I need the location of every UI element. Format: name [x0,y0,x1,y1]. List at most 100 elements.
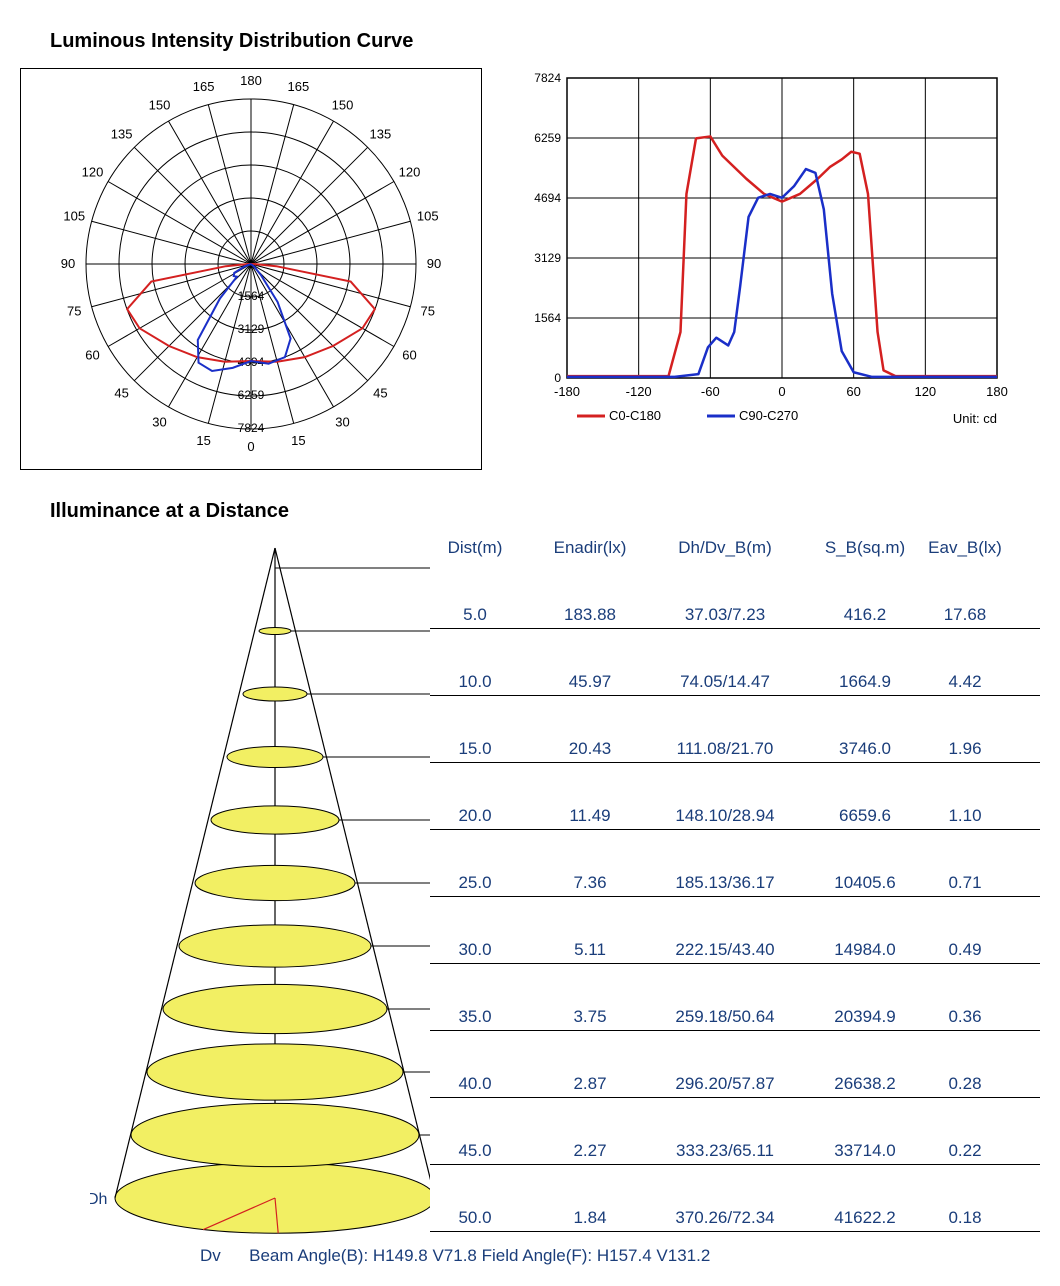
title-luminous: Luminous Intensity Distribution Curve [50,30,1040,53]
svg-text:90: 90 [427,256,441,271]
svg-text:60: 60 [85,348,99,363]
hdr-dist: Dist(m) [430,538,540,558]
illum-footer: Dv Beam Angle(B): H149.8 V71.8 Field Ang… [200,1246,1040,1266]
cell-dhdv: 296.20/57.87 [640,1074,810,1094]
svg-text:6259: 6259 [534,131,561,145]
cell-eav: 4.42 [920,672,1010,692]
svg-text:120: 120 [399,165,421,180]
polar-chart: 0151530304545606075759090105105120120135… [20,68,482,470]
illum-row: 35.03.75259.18/50.6420394.90.36 [430,964,1040,1031]
cell-dhdv: 148.10/28.94 [640,806,810,826]
svg-text:75: 75 [421,303,435,318]
title-illuminance: Illuminance at a Distance [50,500,1040,523]
svg-text:0: 0 [554,371,561,385]
cell-enadir: 11.49 [540,806,640,826]
svg-text:75: 75 [67,303,81,318]
cell-eav: 0.22 [920,1141,1010,1161]
cell-dist: 20.0 [430,806,540,826]
cell-sb: 3746.0 [810,739,920,759]
cell-sb: 10405.6 [810,873,920,893]
cell-dist: 15.0 [430,739,540,759]
svg-text:180: 180 [240,73,262,88]
cell-enadir: 5.11 [540,940,640,960]
svg-text:150: 150 [332,98,354,113]
cell-enadir: 45.97 [540,672,640,692]
cell-eav: 1.96 [920,739,1010,759]
svg-text:165: 165 [193,79,215,94]
svg-text:30: 30 [335,414,349,429]
cell-sb: 14984.0 [810,940,920,960]
cell-enadir: 2.27 [540,1141,640,1161]
svg-text:0: 0 [247,439,254,454]
svg-text:7824: 7824 [534,71,561,85]
cell-eav: 17.68 [920,605,1010,625]
illum-header: Dist(m) Enadir(lx) Dh/Dv_B(m) S_B(sq.m) … [430,538,1040,562]
cell-enadir: 3.75 [540,1007,640,1027]
cell-sb: 1664.9 [810,672,920,692]
beam-angle-text: Beam Angle(B): H149.8 V71.8 Field Angle(… [249,1246,710,1265]
svg-text:15: 15 [291,433,305,448]
svg-text:105: 105 [417,209,439,224]
svg-text:-180: -180 [554,384,580,399]
illum-row: 40.02.87296.20/57.8726638.20.28 [430,1031,1040,1098]
cell-eav: 0.36 [920,1007,1010,1027]
cell-dhdv: 259.18/50.64 [640,1007,810,1027]
cell-dhdv: 222.15/43.40 [640,940,810,960]
hdr-eav: Eav_B(lx) [920,538,1010,558]
svg-text:60: 60 [846,384,860,399]
svg-text:1564: 1564 [238,289,265,303]
svg-text:Dh: Dh [90,1191,107,1208]
cell-sb: 416.2 [810,605,920,625]
cell-sb: 20394.9 [810,1007,920,1027]
cell-dhdv: 111.08/21.70 [640,739,810,759]
svg-text:120: 120 [914,384,936,399]
svg-text:3129: 3129 [534,251,561,265]
cell-sb: 26638.2 [810,1074,920,1094]
illuminance-block: Dh Dist(m) Enadir(lx) Dh/Dv_B(m) S_B(sq.… [90,538,1040,1238]
cell-eav: 1.10 [920,806,1010,826]
cell-sb: 33714.0 [810,1141,920,1161]
illum-row: 5.0183.8837.03/7.23416.217.68 [430,562,1040,629]
cell-dhdv: 185.13/36.17 [640,873,810,893]
dv-label: Dv [200,1246,221,1265]
svg-text:-120: -120 [626,384,652,399]
cell-eav: 0.71 [920,873,1010,893]
cell-enadir: 1.84 [540,1208,640,1228]
svg-text:4694: 4694 [534,191,561,205]
svg-text:C90-C270: C90-C270 [739,408,798,423]
illum-row: 50.01.84370.26/72.3441622.20.18 [430,1165,1040,1232]
svg-text:-60: -60 [701,384,720,399]
svg-text:45: 45 [373,385,387,400]
cell-dist: 25.0 [430,873,540,893]
svg-text:1564: 1564 [534,311,561,325]
svg-text:120: 120 [82,165,104,180]
svg-text:6259: 6259 [238,388,265,402]
cell-dist: 5.0 [430,605,540,625]
illum-row: 30.05.11222.15/43.4014984.00.49 [430,897,1040,964]
charts-row: 0151530304545606075759090105105120120135… [20,68,1040,470]
cell-dist: 35.0 [430,1007,540,1027]
cell-eav: 0.18 [920,1208,1010,1228]
cell-dhdv: 37.03/7.23 [640,605,810,625]
svg-text:165: 165 [288,79,310,94]
cartesian-chart: -180-120-6006012018001564312946946259782… [512,68,1012,438]
cell-dhdv: 370.26/72.34 [640,1208,810,1228]
cell-sb: 41622.2 [810,1208,920,1228]
svg-text:45: 45 [114,385,128,400]
cell-enadir: 20.43 [540,739,640,759]
svg-text:90: 90 [61,256,75,271]
illum-row: 15.020.43111.08/21.703746.01.96 [430,696,1040,763]
cell-eav: 0.49 [920,940,1010,960]
cell-dist: 30.0 [430,940,540,960]
svg-text:Unit: cd: Unit: cd [953,411,997,426]
svg-text:15: 15 [196,433,210,448]
hdr-sb: S_B(sq.m) [810,538,920,558]
svg-text:0: 0 [778,384,785,399]
illum-row: 25.07.36185.13/36.1710405.60.71 [430,830,1040,897]
cell-eav: 0.28 [920,1074,1010,1094]
cell-dist: 50.0 [430,1208,540,1228]
illum-row: 10.045.9774.05/14.471664.94.42 [430,629,1040,696]
cell-dhdv: 333.23/65.11 [640,1141,810,1161]
hdr-dhdv: Dh/Dv_B(m) [640,538,810,558]
svg-text:7824: 7824 [238,421,265,435]
